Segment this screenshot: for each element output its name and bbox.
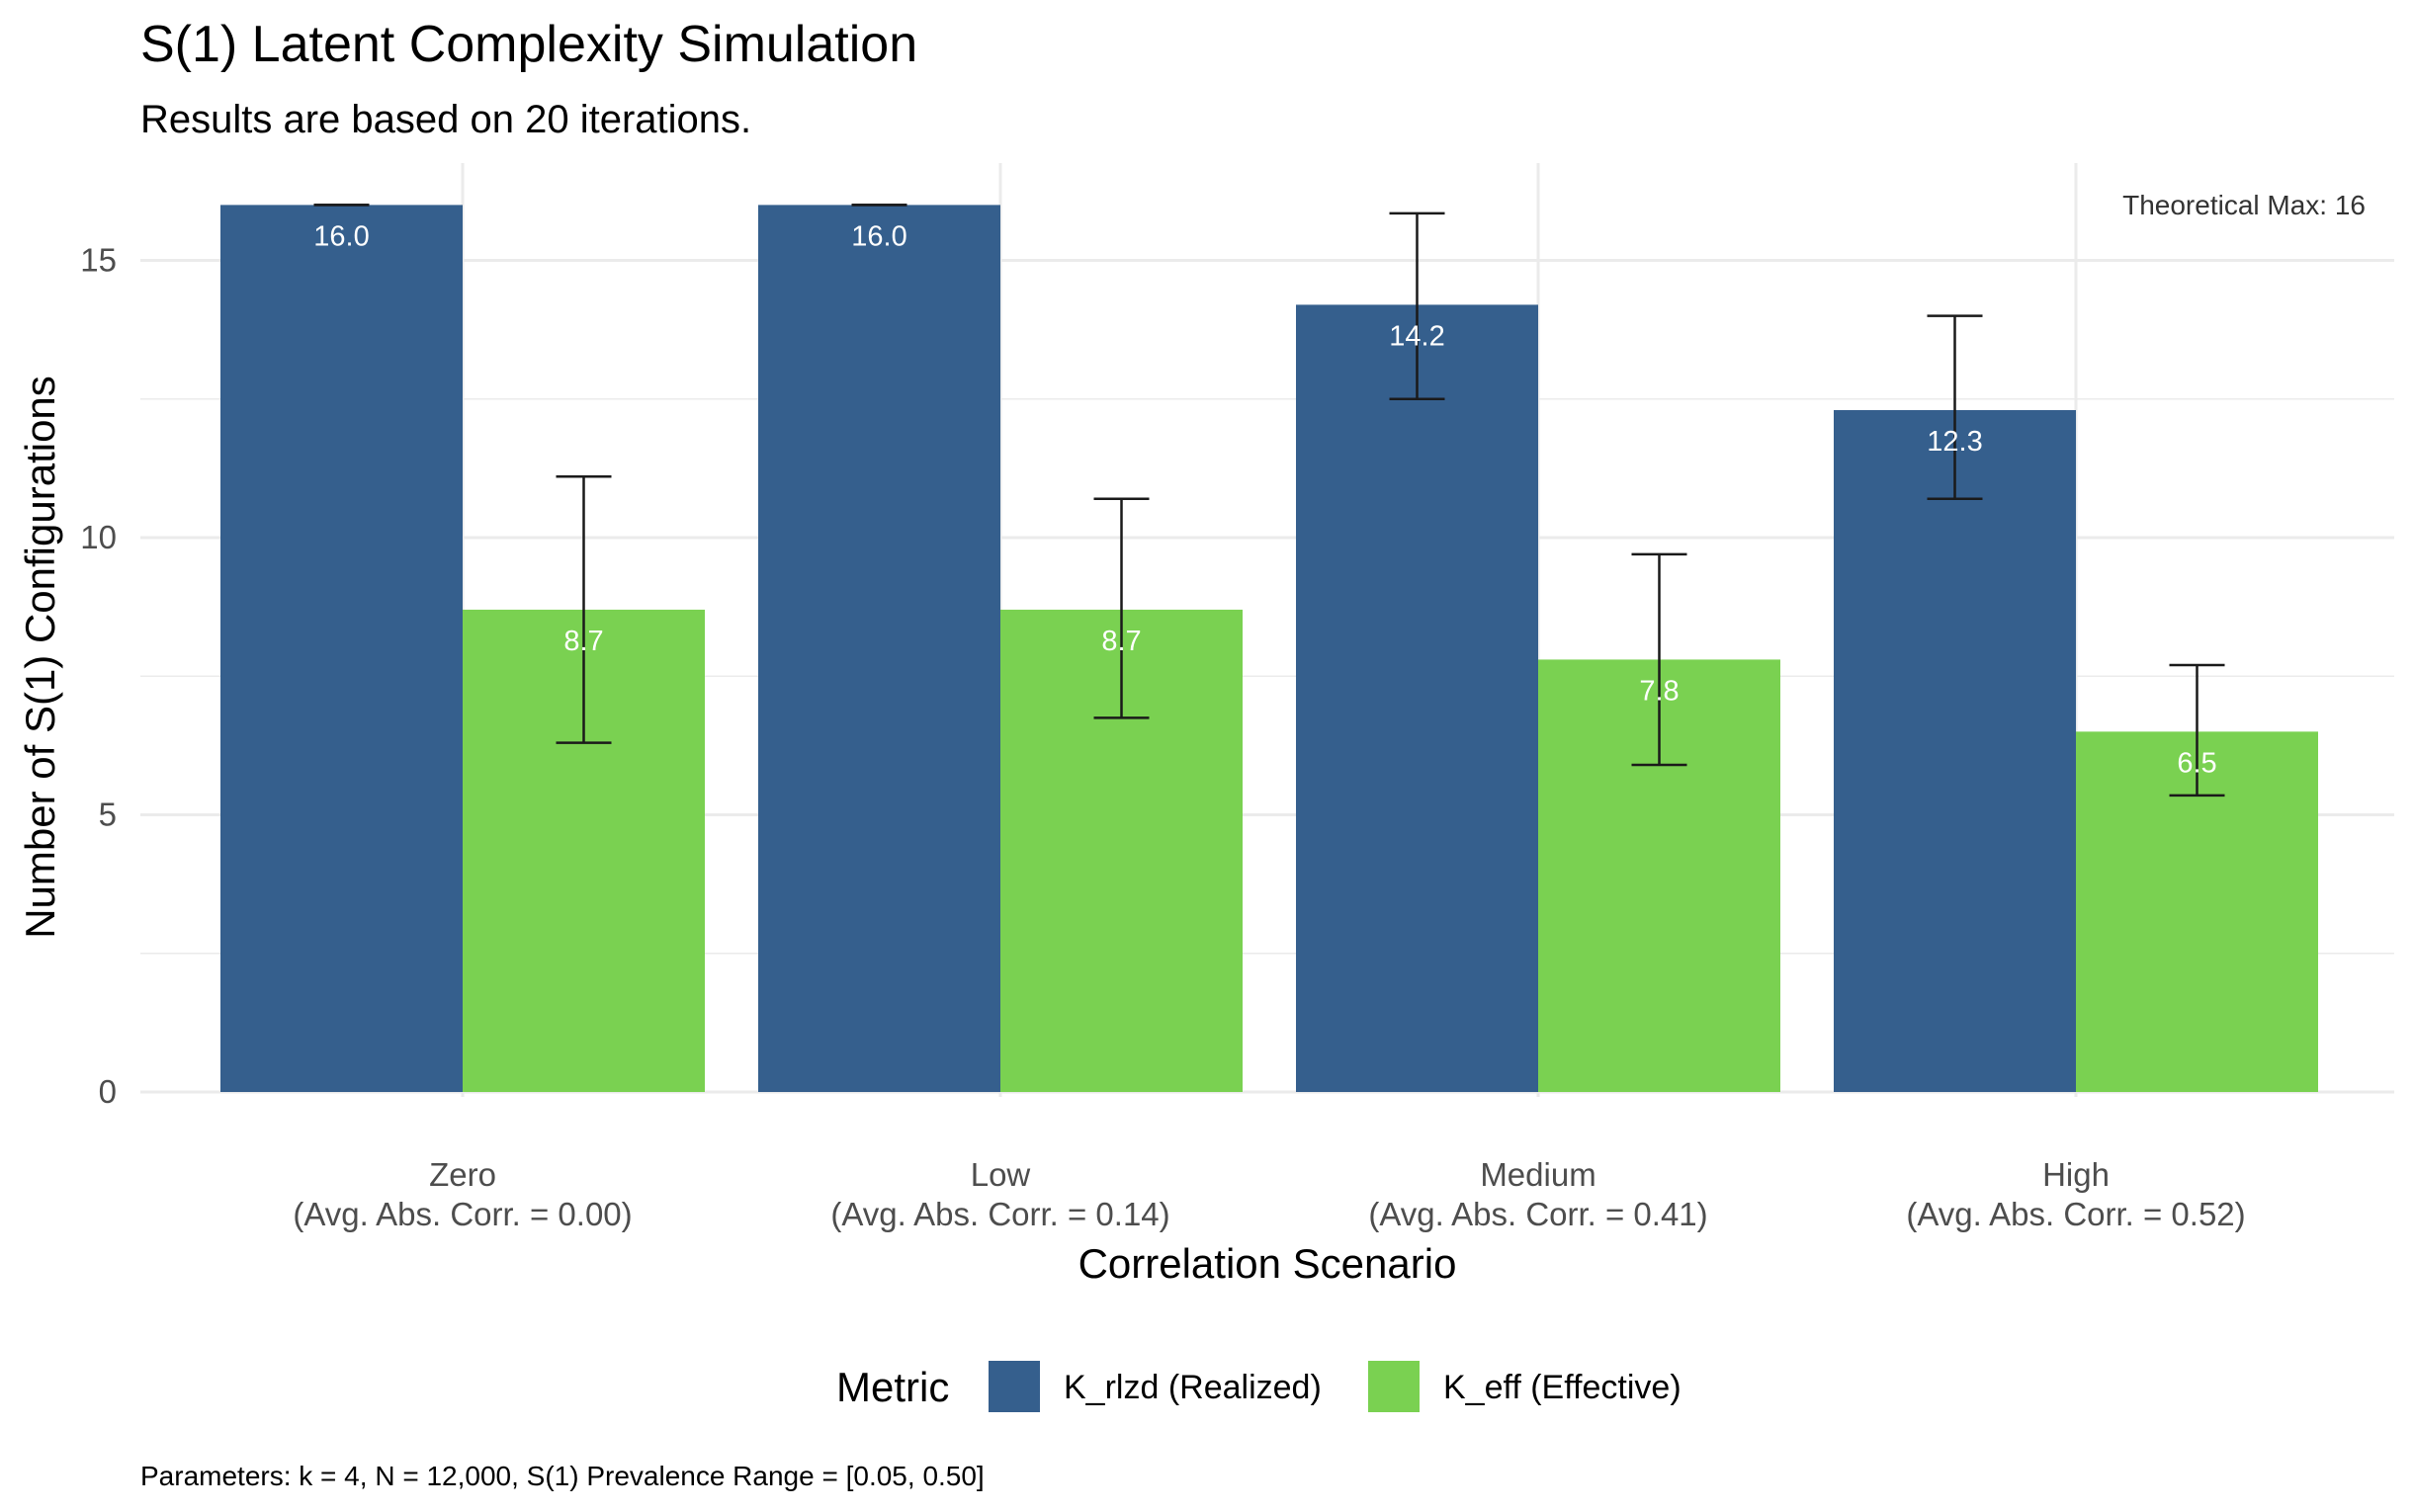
x-tick-detail: (Avg. Abs. Corr. = 0.52): [1906, 1196, 2245, 1232]
bar-labels: 16.0 16.0 14.2 12.3 8.7 8.7 7.8 6.5: [313, 220, 2216, 779]
theoretical-max-annotation: Theoretical Max: 16: [2122, 190, 2366, 220]
x-axis-ticks: Zero(Avg. Abs. Corr. = 0.00)Low(Avg. Abs…: [293, 1156, 2245, 1232]
caption: Parameters: k = 4, N = 12,000, S(1) Prev…: [140, 1461, 985, 1491]
data-label: 14.2: [1389, 320, 1444, 352]
chart-subtitle: Results are based on 20 iterations.: [140, 98, 751, 141]
legend-swatch-effective: [1368, 1361, 1420, 1412]
bar-realized: [1296, 304, 1538, 1092]
bar-realized: [1834, 409, 2076, 1093]
data-label: 7.8: [1639, 675, 1679, 707]
legend-label-effective: K_eff (Effective): [1443, 1369, 1681, 1406]
y-axis-ticks: 0 5 10 15: [80, 242, 117, 1111]
y-tick-label: 10: [80, 519, 117, 555]
legend-label-realized: K_rlzd (Realized): [1064, 1369, 1322, 1406]
x-tick-detail: (Avg. Abs. Corr. = 0.14): [830, 1196, 1169, 1232]
x-tick-label: Zero: [429, 1156, 496, 1193]
y-tick-label: 5: [99, 797, 117, 833]
x-tick-label: Low: [971, 1156, 1031, 1193]
chart-title: S(1) Latent Complexity Simulation: [140, 16, 917, 73]
legend: Metric K_rlzd (Realized) K_eff (Effectiv…: [836, 1361, 1681, 1412]
data-label: 8.7: [563, 626, 603, 657]
x-tick-detail: (Avg. Abs. Corr. = 0.00): [293, 1196, 632, 1232]
bars: [220, 205, 2318, 1093]
bar-realized: [758, 205, 1000, 1092]
x-tick-detail: (Avg. Abs. Corr. = 0.41): [1368, 1196, 1707, 1232]
legend-swatch-realized: [989, 1361, 1040, 1412]
data-label: 12.3: [1927, 426, 1982, 458]
data-label: 8.7: [1101, 626, 1141, 657]
data-label: 6.5: [2177, 747, 2216, 779]
y-tick-label: 0: [99, 1073, 117, 1110]
bar-realized: [220, 205, 463, 1092]
data-label: 16.0: [851, 220, 906, 252]
y-axis-title: Number of S(1) Configurations: [17, 376, 63, 939]
error-bars: [313, 204, 2225, 798]
x-axis-title: Correlation Scenario: [1078, 1240, 1457, 1287]
x-tick-label: Medium: [1480, 1156, 1595, 1193]
x-tick-label: High: [2042, 1156, 2110, 1193]
data-label: 16.0: [313, 220, 369, 252]
y-tick-label: 15: [80, 242, 117, 279]
legend-title: Metric: [836, 1364, 949, 1410]
